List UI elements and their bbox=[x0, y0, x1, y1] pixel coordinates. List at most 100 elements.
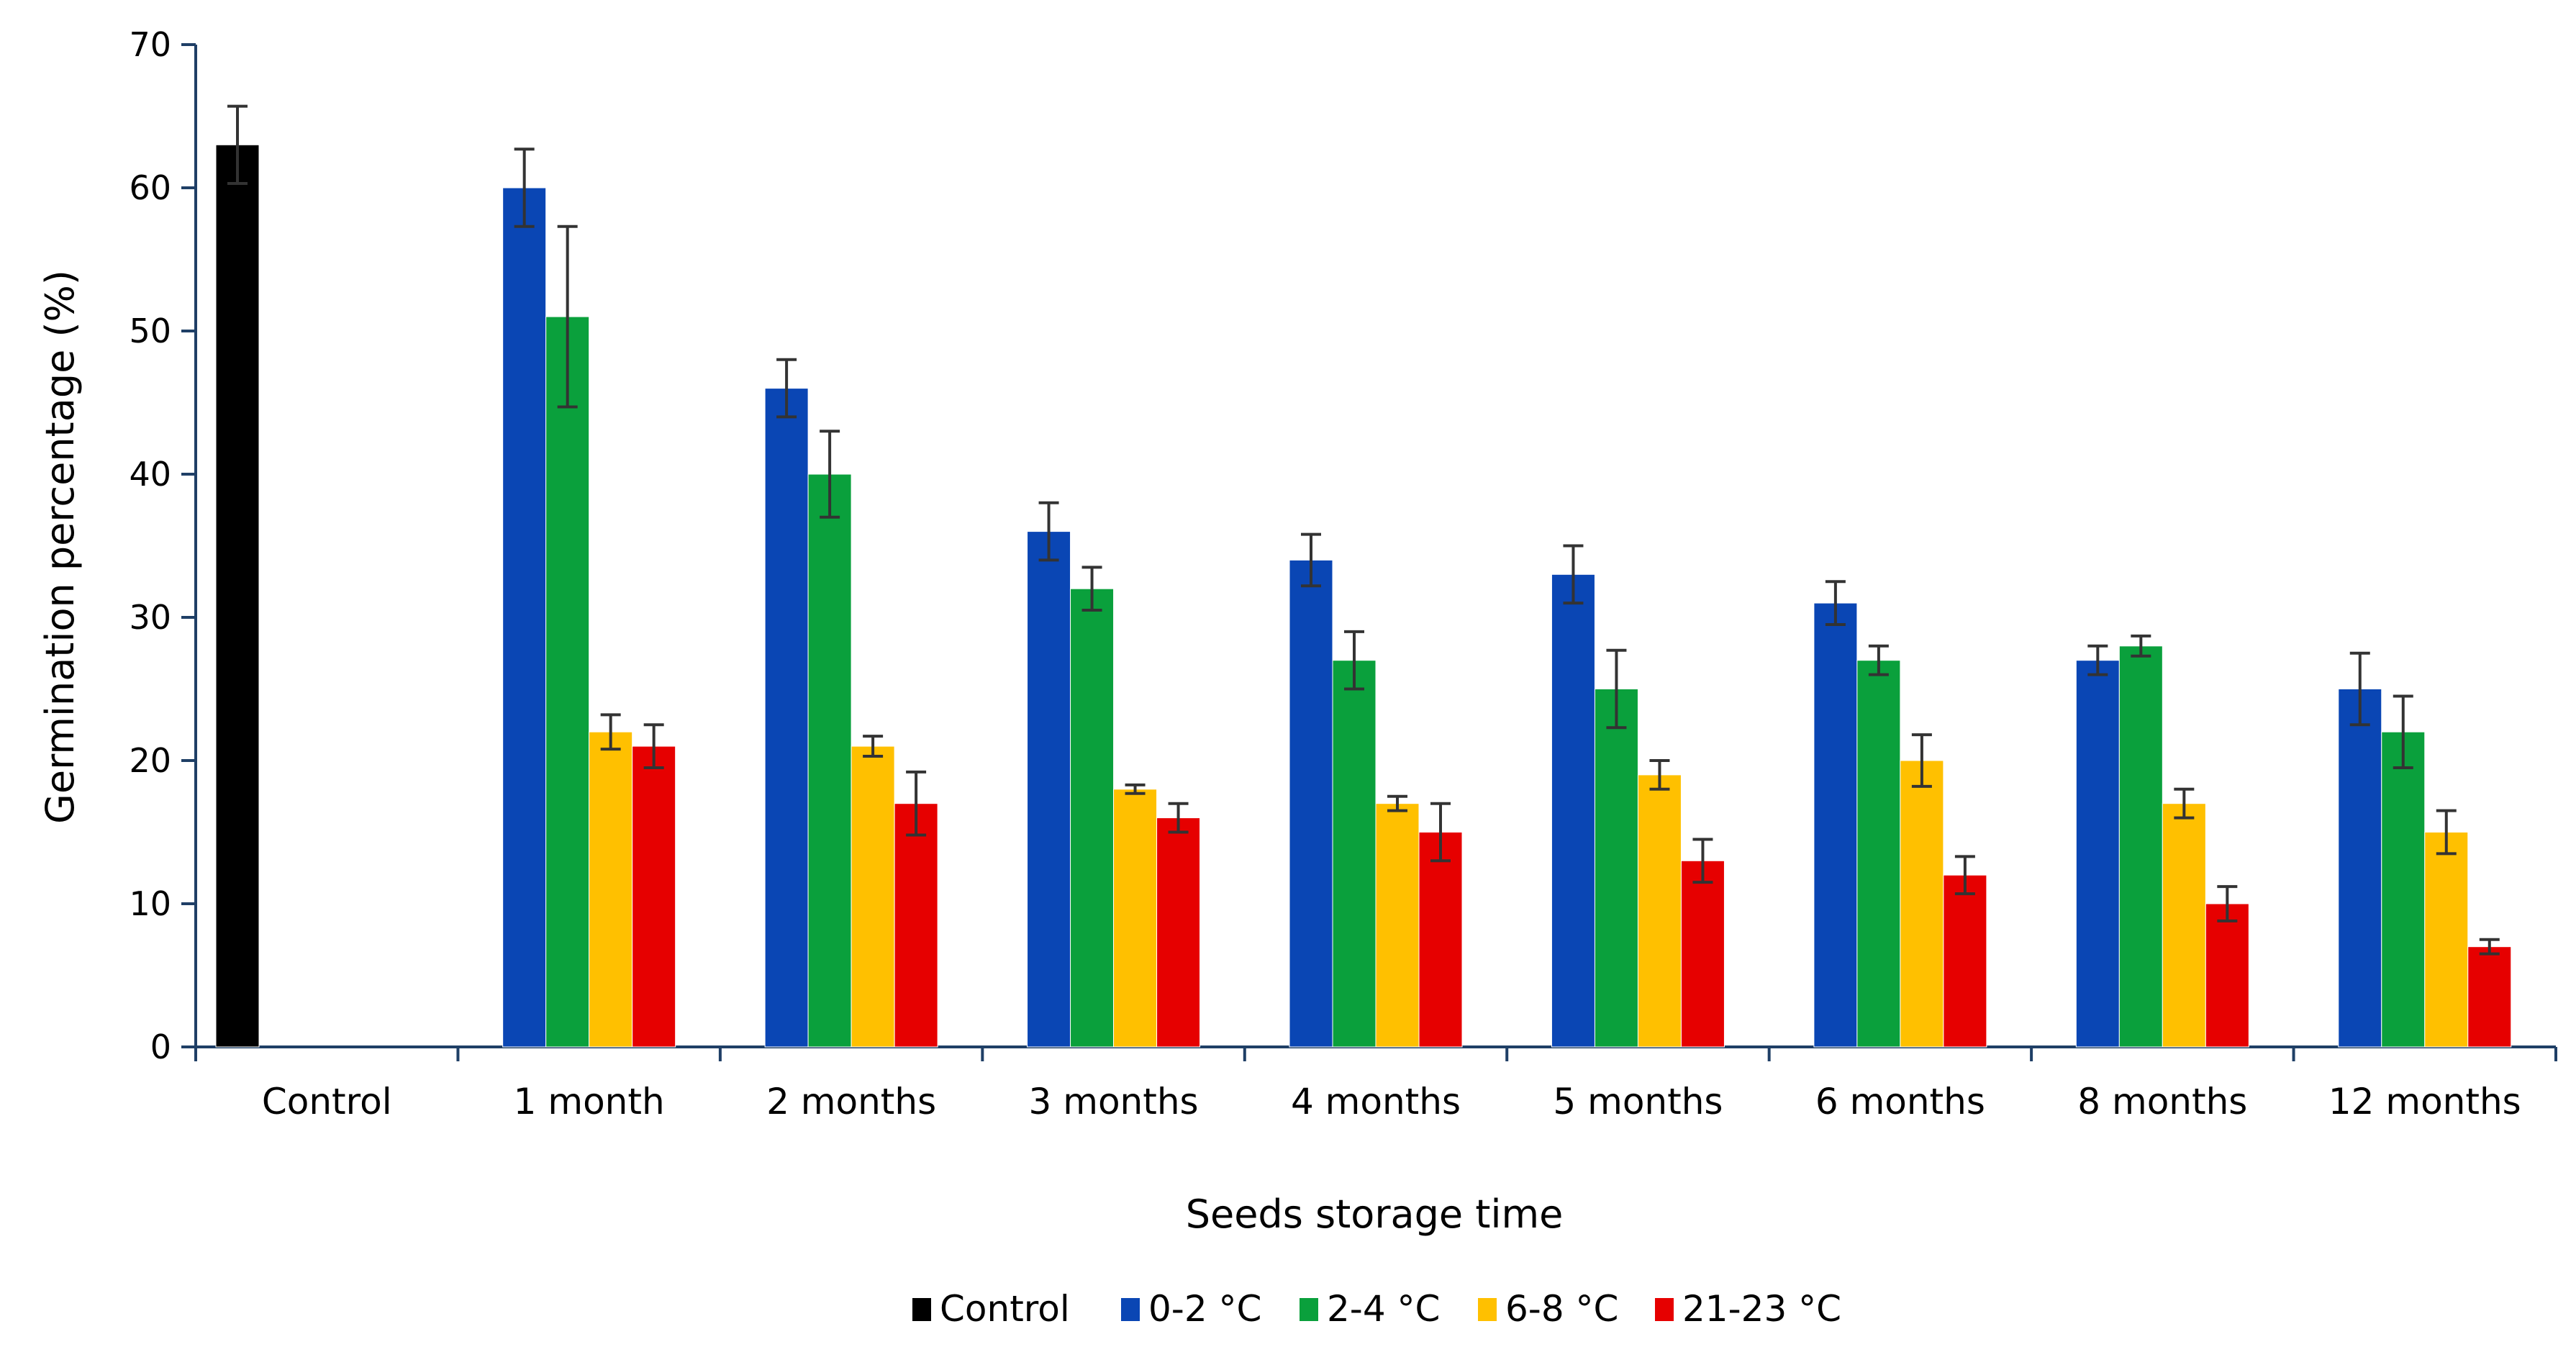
x-category-label: 6 months bbox=[1815, 1081, 1985, 1122]
y-tick-label: 40 bbox=[129, 455, 171, 494]
x-category-label: 3 months bbox=[1029, 1081, 1199, 1122]
error-bar bbox=[820, 430, 840, 519]
bar bbox=[632, 745, 676, 1048]
x-category-label: Control bbox=[262, 1081, 392, 1122]
legend-swatch bbox=[912, 1298, 931, 1321]
legend-label: 6-8 °C bbox=[1505, 1288, 1618, 1330]
bar bbox=[215, 144, 260, 1048]
bar bbox=[1813, 602, 1858, 1048]
x-category-label: 8 months bbox=[2077, 1081, 2247, 1122]
error-bar bbox=[2174, 787, 2195, 820]
y-tick-label: 70 bbox=[129, 25, 171, 64]
legend-label: 21-23 °C bbox=[1682, 1288, 1841, 1330]
error-bar bbox=[514, 148, 535, 228]
bar bbox=[1027, 531, 1071, 1048]
bar bbox=[1375, 803, 1420, 1048]
bar bbox=[1943, 874, 1987, 1048]
legend-swatch bbox=[1121, 1298, 1140, 1321]
bar bbox=[2467, 946, 2512, 1048]
legend-swatch bbox=[1655, 1298, 1674, 1321]
error-bar bbox=[1301, 532, 1321, 588]
error-bar bbox=[1038, 501, 1059, 562]
y-tick-label: 20 bbox=[129, 741, 171, 780]
legend-label: Control bbox=[940, 1288, 1070, 1330]
error-bar bbox=[1825, 580, 1846, 626]
error-bar bbox=[2436, 809, 2457, 856]
y-tick-label: 30 bbox=[129, 598, 171, 637]
error-bar bbox=[1168, 802, 1189, 834]
error-bar bbox=[776, 358, 797, 419]
bars-group bbox=[215, 144, 2512, 1048]
bar bbox=[1680, 860, 1725, 1048]
y-tick-label: 50 bbox=[129, 312, 171, 350]
bar bbox=[1637, 774, 1682, 1048]
legend-swatch bbox=[1300, 1298, 1318, 1321]
y-tick-label: 60 bbox=[129, 168, 171, 207]
bar bbox=[1113, 789, 1158, 1048]
y-axis-title: Germination percentage (%) bbox=[37, 270, 83, 824]
error-bar bbox=[1954, 855, 1975, 896]
error-bars-group bbox=[227, 104, 2500, 956]
error-bar bbox=[2349, 651, 2370, 727]
bar bbox=[807, 473, 852, 1048]
error-bar bbox=[557, 224, 578, 409]
bar bbox=[1156, 817, 1201, 1048]
legend-swatch bbox=[1478, 1298, 1497, 1321]
x-category-label: 12 months bbox=[2328, 1081, 2521, 1122]
x-axis-title: Seeds storage time bbox=[1186, 1192, 1564, 1237]
error-bar bbox=[1868, 644, 1889, 676]
error-bar bbox=[1563, 544, 1584, 605]
x-axis: Control 1 month 2 months 3 months 4 months 5 … bbox=[194, 1045, 2557, 1122]
error-bar bbox=[1606, 648, 1627, 730]
error-bar bbox=[2217, 885, 2238, 922]
error-bar bbox=[1649, 759, 1670, 791]
legend-label: 2-4 °C bbox=[1327, 1288, 1440, 1330]
bar bbox=[1856, 660, 1901, 1048]
legend-label: 0-2 °C bbox=[1148, 1288, 1261, 1330]
x-category-label: 2 months bbox=[766, 1081, 936, 1122]
x-category-label: 1 month bbox=[514, 1081, 665, 1122]
error-bar bbox=[863, 735, 884, 758]
error-bar bbox=[1430, 802, 1451, 863]
bar bbox=[2075, 660, 2120, 1048]
error-bar bbox=[906, 770, 927, 837]
bar bbox=[589, 731, 633, 1048]
y-tick-label: 10 bbox=[129, 884, 171, 923]
x-category-label: 4 months bbox=[1291, 1081, 1461, 1122]
bar bbox=[1289, 559, 1333, 1048]
bar bbox=[764, 388, 809, 1048]
error-bar bbox=[1692, 838, 1713, 884]
y-axis: 0 10 20 30 40 50 60 70 bbox=[129, 25, 197, 1066]
error-bar bbox=[1125, 783, 1146, 795]
bar bbox=[1594, 689, 1638, 1048]
legend: Control 0-2 °C 2-4 °C 6-8 °C 21-23 °C bbox=[912, 1288, 1841, 1330]
error-bar bbox=[2479, 938, 2500, 956]
bar bbox=[851, 745, 895, 1048]
error-bar bbox=[2393, 694, 2413, 769]
error-bar bbox=[1387, 794, 1407, 812]
bar bbox=[2162, 803, 2206, 1048]
bar bbox=[2205, 903, 2249, 1048]
error-bar bbox=[2087, 644, 2108, 676]
bar bbox=[2381, 731, 2426, 1048]
error-bar bbox=[1344, 630, 1364, 691]
error-bar bbox=[1081, 566, 1102, 612]
x-category-label: 5 months bbox=[1553, 1081, 1723, 1122]
bar bbox=[2338, 689, 2382, 1048]
y-tick-label: 0 bbox=[150, 1028, 171, 1066]
error-bar bbox=[1911, 733, 1932, 788]
error-bar bbox=[600, 713, 621, 751]
error-bar bbox=[643, 723, 664, 769]
bar bbox=[1900, 760, 1944, 1048]
bar bbox=[894, 803, 938, 1048]
bar bbox=[1070, 588, 1115, 1048]
bar bbox=[545, 316, 590, 1048]
bar bbox=[2424, 832, 2469, 1048]
error-bar bbox=[227, 104, 248, 186]
bar bbox=[2118, 645, 2163, 1048]
bar bbox=[502, 187, 547, 1048]
bar bbox=[1332, 660, 1377, 1048]
bar bbox=[1551, 573, 1595, 1048]
error-bar bbox=[2131, 634, 2151, 658]
